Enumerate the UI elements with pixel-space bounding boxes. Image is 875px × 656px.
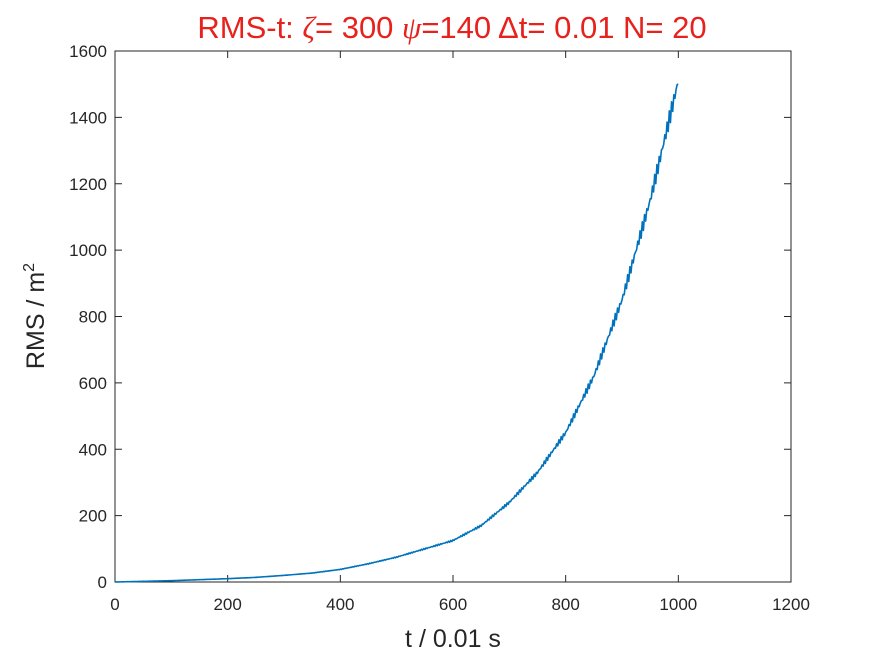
chart-title-part-6: t= 0.01 N= 20 xyxy=(519,10,707,45)
y-tick-label: 1600 xyxy=(69,42,107,61)
x-tick-label: 400 xyxy=(326,595,354,614)
x-tick-label: 800 xyxy=(551,595,579,614)
plot-area-frame xyxy=(114,50,792,583)
x-axis-label: t / 0.01 s xyxy=(405,625,501,653)
x-tick-label: 1000 xyxy=(659,595,697,614)
y-tick-label: 600 xyxy=(79,374,107,393)
y-axis-label: RMS / m2 xyxy=(21,263,50,369)
y-axis-label-superscript: 2 xyxy=(21,263,38,272)
y-tick-label: 0 xyxy=(98,573,107,592)
chart-title-part-5: Δ xyxy=(498,10,519,45)
y-tick-label: 400 xyxy=(79,440,107,459)
x-tick-label: 1200 xyxy=(772,595,810,614)
y-axis-label-base: RMS / m xyxy=(22,272,50,369)
y-tick-label: 1400 xyxy=(69,108,107,127)
x-tick-label: 600 xyxy=(439,595,467,614)
x-axis-ticks: 0 200 400 600 800 1000 1200 xyxy=(110,51,810,614)
x-tick-label: 200 xyxy=(213,595,241,614)
y-tick-label: 1000 xyxy=(69,241,107,260)
y-tick-label: 1200 xyxy=(69,175,107,194)
chart-title-part-2: = 300 xyxy=(315,10,402,45)
chart-title-part-0: RMS-t: xyxy=(197,10,302,45)
y-tick-label: 200 xyxy=(79,507,107,526)
chart-title-part-1: ζ xyxy=(302,10,317,45)
chart-title-part-3: ψ xyxy=(402,10,422,45)
y-tick-label: 800 xyxy=(79,308,107,327)
x-tick-label: 0 xyxy=(110,595,119,614)
series-line-rms xyxy=(114,83,679,583)
y-axis-ticks: 0 200 400 600 800 1000 1200 1400 1600 xyxy=(69,42,791,592)
chart-title: RMS-t: ζ= 300 ψ=140 Δt= 0.01 N= 20 xyxy=(197,10,706,45)
chart-title-part-4: =140 xyxy=(421,10,498,45)
